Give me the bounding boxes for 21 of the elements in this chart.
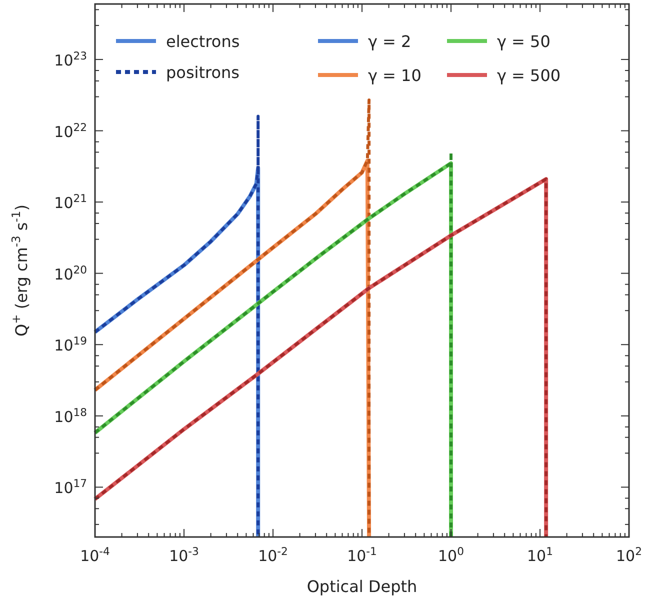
y-tick-label: 10$^{17}$ — [54, 476, 87, 498]
y-tick-label: 10$^{20}$ — [54, 262, 88, 284]
legend-label: γ = 50 — [497, 32, 550, 51]
x-tick-label: 10$^{0}$ — [438, 544, 464, 565]
legend-label: γ = 2 — [368, 32, 412, 51]
y-tick-label: 10$^{18}$ — [54, 405, 88, 426]
x-axis-title: Optical Depth — [306, 577, 418, 596]
annotation: positrons — [166, 63, 240, 82]
x-tick-label: 10$^{-3}$ — [169, 544, 199, 565]
x-tick-label: 10$^{2}$ — [616, 544, 642, 565]
x-tick-label: 10$^{1}$ — [527, 544, 553, 565]
legend-label: γ = 10 — [368, 66, 422, 85]
annotation: electrons — [166, 32, 240, 51]
y-tick-label: 10$^{23}$ — [54, 48, 87, 70]
y-tick-label: 10$^{21}$ — [54, 192, 87, 212]
y-tick-label: 10$^{22}$ — [54, 120, 87, 141]
legend-label: γ = 500 — [497, 66, 561, 85]
x-tick-label: 10$^{-1}$ — [347, 544, 377, 565]
y-tick-label: 10$^{19}$ — [54, 334, 88, 355]
x-tick-label: 10$^{-2}$ — [258, 544, 288, 565]
x-tick-label: 10$^{-4}$ — [80, 544, 110, 565]
